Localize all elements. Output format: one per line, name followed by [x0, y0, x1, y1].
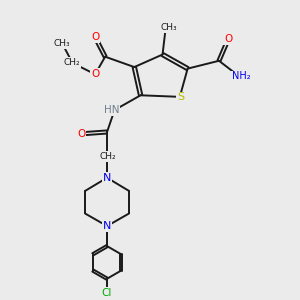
Text: N: N [103, 221, 111, 231]
Text: CH₃: CH₃ [54, 39, 70, 48]
Text: S: S [177, 92, 184, 103]
Text: NH₂: NH₂ [232, 71, 250, 82]
Text: N: N [103, 173, 111, 183]
Text: O: O [91, 69, 99, 79]
Text: HN: HN [104, 105, 119, 115]
Text: O: O [224, 34, 232, 44]
Text: O: O [77, 129, 85, 139]
Text: CH₂: CH₂ [64, 58, 80, 67]
Text: O: O [91, 32, 99, 42]
Text: CH₂: CH₂ [99, 152, 116, 161]
Text: Cl: Cl [102, 288, 112, 298]
Text: CH₃: CH₃ [160, 23, 177, 32]
